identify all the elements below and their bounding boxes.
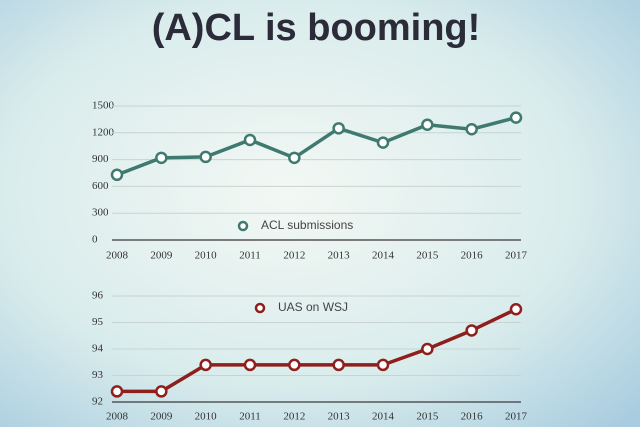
x-tick-label: 2015 xyxy=(416,411,439,423)
x-tick-label: 2014 xyxy=(372,411,395,423)
x-tick-label: 2011 xyxy=(239,411,261,423)
y-tick-label: 1200 xyxy=(92,126,115,138)
x-tick-label: 2009 xyxy=(150,411,173,423)
y-tick-label: 300 xyxy=(92,207,109,219)
legend-marker xyxy=(254,302,266,314)
point-marker xyxy=(243,358,257,372)
x-tick-label: 2010 xyxy=(195,411,218,423)
y-tick-label: 900 xyxy=(92,153,109,165)
point-marker xyxy=(421,118,434,132)
point-marker xyxy=(110,168,124,182)
point-marker xyxy=(376,358,390,372)
point-marker xyxy=(332,122,345,135)
point-marker xyxy=(332,358,345,372)
x-tick-label: 2016 xyxy=(461,250,484,262)
legend-label: UAS on WSJ xyxy=(278,300,348,314)
point-marker xyxy=(376,136,390,149)
series-line xyxy=(117,307,517,394)
point-marker xyxy=(509,303,523,316)
point-marker xyxy=(465,122,478,136)
y-tick-label: 600 xyxy=(92,180,109,192)
x-tick-label: 2008 xyxy=(106,250,129,262)
x-tick-label: 2014 xyxy=(372,250,395,262)
x-tick-label: 2017 xyxy=(505,411,528,423)
x-tick-label: 2008 xyxy=(106,411,129,423)
point-marker xyxy=(288,358,301,372)
x-tick-label: 2009 xyxy=(150,250,173,262)
point-marker xyxy=(421,342,434,356)
slide-title: (A)CL is booming! xyxy=(152,7,481,49)
series-line xyxy=(116,115,517,177)
point-marker xyxy=(155,385,168,398)
y-tick-label: 95 xyxy=(92,316,104,328)
point-marker xyxy=(509,111,523,124)
x-tick-label: 2017 xyxy=(505,250,528,262)
point-marker xyxy=(199,358,212,372)
x-tick-label: 2010 xyxy=(195,250,218,262)
y-tick-label: 0 xyxy=(92,234,98,246)
x-tick-label: 2015 xyxy=(416,250,439,262)
y-tick-label: 96 xyxy=(92,290,104,302)
point-marker xyxy=(465,324,478,337)
y-tick-label: 93 xyxy=(92,369,104,381)
point-marker xyxy=(199,150,212,164)
y-tick-label: 94 xyxy=(92,343,104,355)
point-marker xyxy=(288,151,301,165)
x-tick-label: 2012 xyxy=(283,411,305,423)
x-tick-label: 2013 xyxy=(328,411,351,423)
y-tick-label: 1500 xyxy=(92,100,115,112)
legend-marker xyxy=(237,220,249,232)
point-marker xyxy=(155,151,168,165)
x-tick-label: 2016 xyxy=(461,411,484,423)
y-tick-label: 92 xyxy=(92,396,103,408)
point-marker xyxy=(243,133,257,147)
x-tick-label: 2012 xyxy=(283,250,305,262)
legend-label: ACL submissions xyxy=(261,218,353,232)
x-tick-label: 2011 xyxy=(239,250,261,262)
x-tick-label: 2013 xyxy=(328,250,351,262)
point-marker xyxy=(110,385,124,398)
